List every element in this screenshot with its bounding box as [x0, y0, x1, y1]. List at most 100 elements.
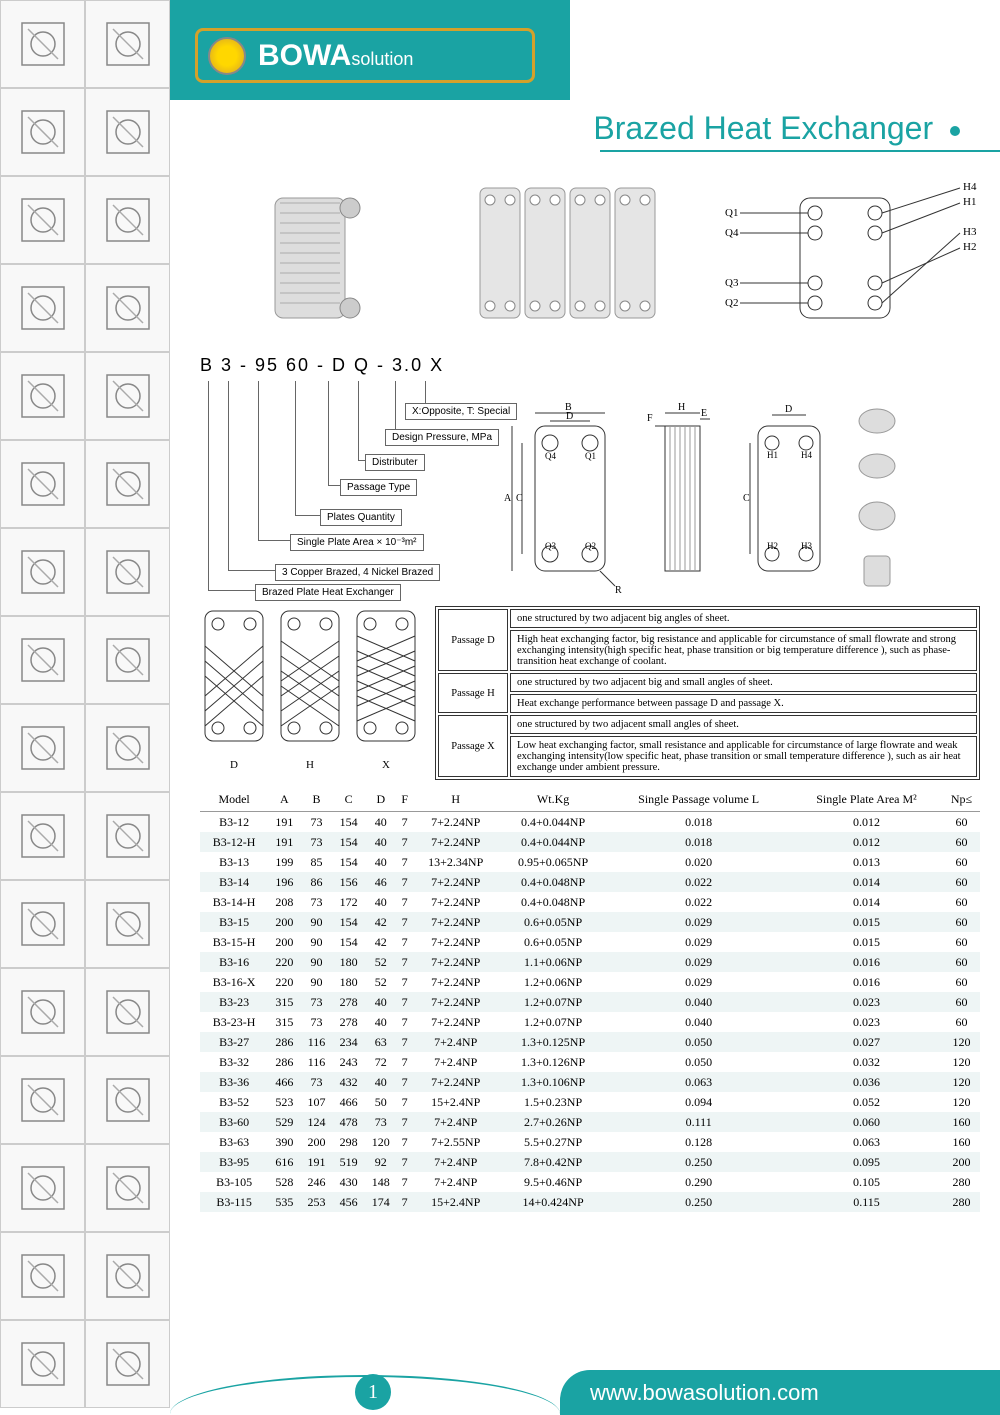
spec-cell: 120 [943, 1052, 980, 1072]
passage-x-line1: one structured by two adjacent small ang… [510, 715, 977, 734]
spec-cell: 191 [268, 832, 300, 852]
spec-cell: 1.2+0.06NP [499, 972, 607, 992]
spec-header-cell: Np≤ [943, 788, 980, 812]
spec-cell: 0.012 [790, 812, 943, 833]
spec-cell: 0.060 [790, 1112, 943, 1132]
spec-cell: 120 [943, 1072, 980, 1092]
spec-cell: 0.023 [790, 1012, 943, 1032]
sidebar-thumb [0, 176, 85, 264]
label-h4: H4 [963, 181, 977, 193]
svg-text:H1: H1 [767, 450, 778, 460]
spec-cell: 0.013 [790, 852, 943, 872]
table-row: B3-23-H315732784077+2.24NP1.2+0.07NP0.04… [200, 1012, 980, 1032]
spec-cell: 73 [300, 812, 332, 833]
spec-cell: 0.128 [607, 1132, 790, 1152]
spec-cell: 7 [397, 1112, 413, 1132]
spec-header-cell: Wt.Kg [499, 788, 607, 812]
spec-cell: 154 [333, 812, 365, 833]
spec-cell: 52 [365, 972, 397, 992]
spec-cell: 120 [943, 1032, 980, 1052]
spec-cell: 298 [333, 1132, 365, 1152]
brand-name: BOWA [258, 39, 351, 72]
spec-cell: 0.018 [607, 812, 790, 833]
spec-cell: 0.105 [790, 1172, 943, 1192]
spec-cell: B3-14 [200, 872, 268, 892]
table-row: B3-10552824643014877+2.4NP9.5+0.46NP0.29… [200, 1172, 980, 1192]
spec-cell: 7 [397, 1072, 413, 1092]
spec-cell: 0.040 [607, 1012, 790, 1032]
label-h3: H3 [963, 226, 977, 238]
spec-cell: 40 [365, 892, 397, 912]
footer-url: www.bowasolution.com [560, 1370, 1000, 1415]
spec-cell: 286 [268, 1052, 300, 1072]
table-row: B3-14196861564677+2.24NP0.4+0.048NP0.022… [200, 872, 980, 892]
spec-cell: 160 [943, 1132, 980, 1152]
product-sidebar: for (let i=0;i<32;i++){ document.write('… [0, 0, 170, 1415]
spec-cell: B3-60 [200, 1112, 268, 1132]
spec-cell: 0.029 [607, 952, 790, 972]
label-h2: H2 [963, 241, 976, 253]
svg-text:D: D [566, 411, 573, 422]
sidebar-thumb [85, 704, 170, 792]
spec-cell: 7+2.24NP [412, 892, 498, 912]
spec-cell: 200 [943, 1152, 980, 1172]
fig-product-photo [200, 178, 440, 338]
table-row: B3-12191731544077+2.24NP0.4+0.044NP0.018… [200, 812, 980, 833]
passage-d-line1: one structured by two adjacent big angle… [510, 609, 977, 628]
spec-cell: 40 [365, 832, 397, 852]
spec-header-cell: A [268, 788, 300, 812]
spec-cell: B3-15 [200, 912, 268, 932]
brand-suffix: solution [351, 49, 413, 69]
spec-cell: 116 [300, 1032, 332, 1052]
sidebar-thumb [85, 616, 170, 704]
spec-cell: 7+2.24NP [412, 972, 498, 992]
passage-x-line2: Low heat exchanging factor, small resist… [510, 736, 977, 777]
spec-cell: 200 [268, 912, 300, 932]
spec-cell: B3-16-X [200, 972, 268, 992]
spec-cell: 40 [365, 812, 397, 833]
spec-cell: 7+2.4NP [412, 1112, 498, 1132]
svg-text:H: H [678, 402, 685, 413]
spec-cell: 315 [268, 992, 300, 1012]
table-row: B3-956161915199277+2.4NP7.8+0.42NP0.2500… [200, 1152, 980, 1172]
spec-cell: 1.3+0.106NP [499, 1072, 607, 1092]
sidebar-thumb [0, 0, 85, 88]
table-row: B3-16-X220901805277+2.24NP1.2+0.06NP0.02… [200, 972, 980, 992]
spec-cell: 0.016 [790, 952, 943, 972]
dim-front: Q4Q1 Q3Q2 B D A C R [500, 401, 630, 596]
spec-cell: 73 [365, 1112, 397, 1132]
spec-cell: 180 [333, 952, 365, 972]
spec-cell: 7+2.24NP [412, 832, 498, 852]
table-row: B3-14-H208731724077+2.24NP0.4+0.048NP0.0… [200, 892, 980, 912]
spec-table-body: B3-12191731544077+2.24NP0.4+0.044NP0.018… [200, 812, 980, 1213]
spec-cell: 430 [333, 1172, 365, 1192]
spec-cell: 40 [365, 1072, 397, 1092]
spec-cell: 154 [333, 832, 365, 852]
spec-cell: 60 [943, 912, 980, 932]
spec-cell: 7+2.55NP [412, 1132, 498, 1152]
table-row: B3-15-H200901544277+2.24NP0.6+0.05NP0.02… [200, 932, 980, 952]
spec-cell: 191 [300, 1152, 332, 1172]
passage-x-name: Passage X [438, 715, 508, 777]
spec-cell: B3-27 [200, 1032, 268, 1052]
spec-cell: 529 [268, 1112, 300, 1132]
spec-cell: 42 [365, 932, 397, 952]
sidebar-thumb [85, 1232, 170, 1320]
spec-cell: B3-95 [200, 1152, 268, 1172]
spec-cell: 0.014 [790, 892, 943, 912]
svg-text:Q3: Q3 [545, 541, 556, 551]
spec-cell: 234 [333, 1032, 365, 1052]
spec-cell: 0.036 [790, 1072, 943, 1092]
table-row: B3-272861162346377+2.4NP1.3+0.125NP0.050… [200, 1032, 980, 1052]
spec-cell: 0.027 [790, 1032, 943, 1052]
table-row: B3-36466734324077+2.24NP1.3+0.106NP0.063… [200, 1072, 980, 1092]
spec-cell: 466 [333, 1092, 365, 1112]
sidebar-thumb [85, 792, 170, 880]
passage-d-name: Passage D [438, 609, 508, 671]
spec-cell: 0.4+0.048NP [499, 892, 607, 912]
spec-cell: 0.015 [790, 932, 943, 952]
model-code: B 3 - 95 60 - D Q - 3.0 X [200, 355, 980, 376]
spec-cell: 0.029 [607, 912, 790, 932]
title-underline [600, 150, 1000, 152]
code-breakdown: X:Opposite, T: Special Design Pressure, … [200, 381, 980, 601]
